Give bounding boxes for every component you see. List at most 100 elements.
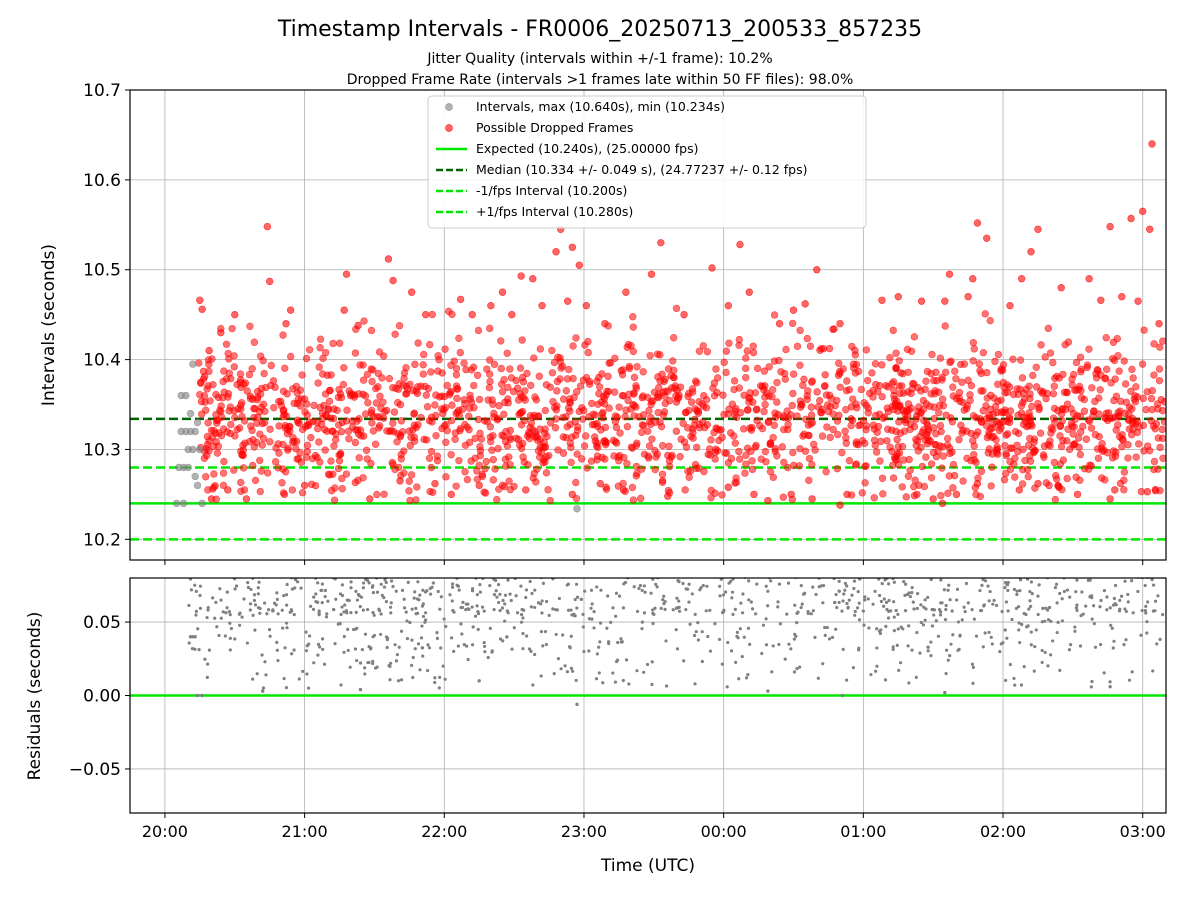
dropped-frame-point: [1140, 326, 1148, 334]
residual-point: [1111, 646, 1115, 650]
dropped-frame-point: [746, 424, 754, 432]
residual-point: [955, 587, 960, 591]
residual-point: [561, 633, 565, 637]
dropped-frame-point: [375, 424, 383, 432]
dropped-frame-point: [512, 434, 520, 442]
residual-point: [1056, 620, 1060, 624]
dropped-frame-point: [367, 409, 376, 417]
residual-point: [853, 609, 857, 614]
residual-point: [754, 612, 758, 616]
residual-point: [878, 631, 883, 636]
dropped-frame-point: [1072, 358, 1081, 367]
residual-point: [878, 593, 882, 598]
dropped-frame-point: [205, 367, 213, 376]
dropped-frame-point: [405, 477, 413, 485]
dropped-frame-point: [410, 433, 418, 441]
dropped-frame-point: [657, 239, 665, 247]
dropped-frame-point: [645, 442, 654, 450]
dropped-frame-point: [530, 411, 539, 420]
residual-point: [935, 572, 938, 575]
residual-point: [910, 648, 914, 652]
residual-point: [256, 606, 261, 610]
residual-point: [1010, 617, 1014, 622]
residual-point: [1092, 622, 1096, 626]
residual-point: [541, 581, 546, 586]
residual-point: [944, 603, 948, 608]
dropped-frame-point: [923, 367, 932, 376]
dropped-frame-point: [691, 405, 699, 413]
dropped-frame-point: [1160, 418, 1166, 426]
dropped-frame-point: [1069, 370, 1078, 379]
dropped-frame-point: [1142, 405, 1150, 414]
residual-point: [987, 599, 991, 603]
residual-point: [364, 578, 368, 582]
dropped-frame-point: [514, 396, 523, 404]
dropped-frame-point: [544, 486, 552, 494]
residual-point: [321, 647, 325, 651]
residual-point: [632, 585, 636, 589]
dropped-frame-point: [707, 494, 715, 502]
dropped-frame-point: [1115, 367, 1123, 375]
dropped-frame-point: [231, 310, 239, 319]
dropped-frame-point: [495, 401, 503, 410]
interval-point: [198, 499, 206, 508]
dropped-frame-point: [658, 470, 667, 478]
dropped-frame-point: [810, 440, 818, 449]
dropped-frame-point: [770, 421, 778, 429]
dropped-frame-point: [485, 356, 494, 364]
dropped-frame-point: [419, 361, 427, 369]
dropped-frame-point: [841, 427, 849, 435]
x-tick-label: 02:00: [980, 822, 1026, 841]
dropped-frame-point: [567, 458, 575, 467]
dropped-frame-point: [1132, 453, 1140, 461]
residual-point: [1123, 579, 1127, 583]
residual-point: [897, 668, 901, 672]
residual-point: [684, 587, 688, 591]
dropped-frame-point: [833, 465, 842, 473]
residual-point: [193, 647, 197, 651]
residual-point: [726, 640, 730, 645]
residual-point: [352, 627, 356, 632]
residual-point: [748, 642, 752, 646]
dropped-frame-point: [872, 448, 881, 456]
residual-point: [460, 632, 464, 636]
dropped-frame-point: [633, 439, 641, 447]
dropped-frame-point: [330, 496, 339, 504]
dropped-frame-point: [339, 380, 348, 389]
residual-point: [188, 635, 193, 639]
residual-point: [764, 584, 768, 588]
residual-point: [871, 602, 875, 606]
residual-point: [1103, 573, 1106, 576]
residual-point: [217, 633, 221, 638]
dropped-frame-point: [500, 410, 508, 419]
dropped-frame-point: [375, 348, 384, 356]
residual-point: [323, 588, 328, 593]
dropped-frame-point: [488, 446, 496, 454]
dropped-frame-point: [535, 372, 544, 380]
dropped-frame-point: [526, 381, 535, 390]
dropped-frame-point: [270, 403, 278, 412]
dropped-frame-point: [764, 496, 772, 505]
residual-point: [840, 609, 844, 613]
dropped-frame-point: [888, 426, 896, 434]
dropped-frame-point: [862, 401, 871, 410]
residual-point: [190, 647, 195, 651]
residual-point: [248, 602, 253, 606]
dropped-frame-point: [895, 357, 903, 365]
residual-point: [225, 606, 229, 610]
residual-point: [295, 580, 300, 584]
dropped-frame-point: [742, 460, 750, 468]
residual-point: [195, 693, 200, 698]
residual-point: [385, 645, 389, 650]
residual-point: [792, 637, 796, 641]
dropped-frame-point: [671, 382, 679, 390]
residual-point: [284, 686, 289, 690]
residual-point: [1053, 585, 1058, 590]
dropped-frame-point: [465, 404, 474, 412]
residual-point: [569, 608, 573, 612]
dropped-frame-point: [1003, 417, 1011, 426]
residual-point: [721, 593, 726, 597]
residual-point: [1102, 589, 1106, 593]
dropped-frame-point: [563, 297, 572, 305]
dropped-frame-point: [870, 494, 878, 502]
